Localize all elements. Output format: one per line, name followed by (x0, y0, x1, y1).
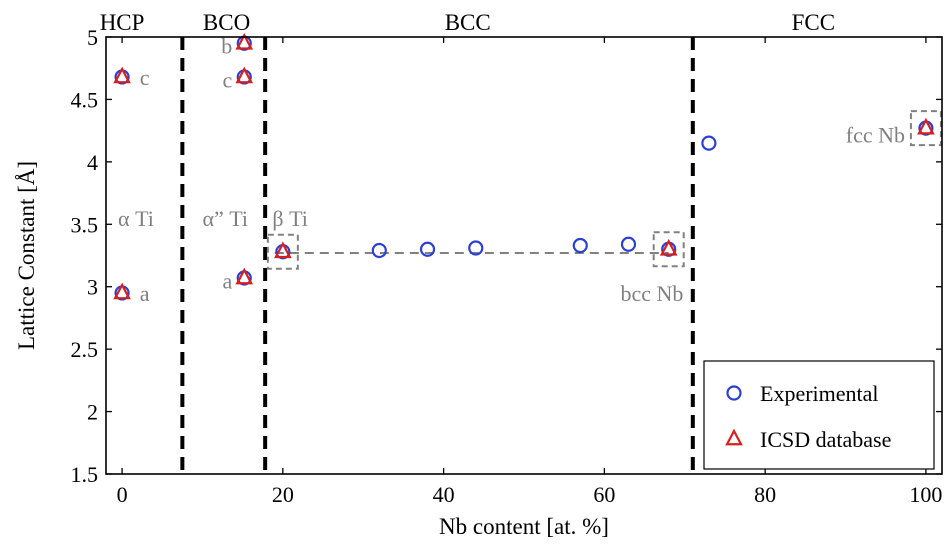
experimental-point (468, 240, 484, 256)
phase-labels: HCP BCO BCC FCC (100, 10, 835, 35)
y-tick-label: 4.5 (71, 87, 99, 112)
icsd-point (917, 117, 935, 135)
icsd-point (235, 32, 254, 50)
annotation-label: bcc Nb (620, 281, 683, 306)
icsd-point (113, 66, 131, 84)
y-tick-label: 3 (87, 275, 98, 300)
x-tick-label: 100 (909, 482, 942, 507)
x-tick-label: 20 (272, 482, 294, 507)
icsd-point (235, 66, 254, 84)
highlight-box (652, 231, 685, 268)
annotation-label: β Ti (272, 206, 307, 231)
y-tick-label: 1.5 (71, 462, 99, 487)
icsd-point (274, 241, 292, 259)
phase-boundaries (180, 37, 695, 474)
x-tick-label: 0 (117, 482, 128, 507)
annotation-label: c (140, 65, 150, 90)
experimental-point (572, 237, 588, 254)
y-tick-label: 2.5 (71, 337, 99, 362)
icsd-point (659, 238, 678, 256)
legend: Experimental ICSD database (703, 360, 935, 470)
legend-entry: Experimental (760, 381, 879, 406)
highlight-box (909, 110, 942, 147)
legend-marker-experimental (726, 385, 742, 401)
x-axis-label: Nb content [at. %] (439, 514, 609, 539)
phase-label: FCC (792, 10, 835, 35)
plot-frame (105, 36, 943, 475)
x-axis-ticks: 0 20 40 60 80 100 (117, 37, 942, 507)
icsd-point (235, 267, 254, 285)
dashed-boxes (266, 110, 942, 270)
annotation-label: a (222, 268, 232, 293)
legend-entry: ICSD database (760, 427, 891, 452)
y-tick-label: 5 (87, 25, 98, 50)
data-markers (113, 32, 935, 301)
x-tick-label: 60 (593, 482, 615, 507)
annotation-label: c (222, 67, 232, 92)
y-tick-label: 4 (87, 150, 98, 175)
y-tick-label: 2 (87, 400, 98, 425)
phase-label: BCC (445, 10, 491, 35)
icsd-point (113, 282, 131, 300)
legend-box (703, 360, 935, 470)
phase-label: HCP (100, 10, 145, 35)
y-axis-ticks: 1.5 2 2.5 3 3.5 4 4.5 5 (71, 25, 942, 487)
annotation-label: a (140, 281, 150, 306)
annotation-label: α” Ti (202, 206, 248, 231)
y-tick-label: 3.5 (71, 212, 99, 237)
experimental-point (419, 241, 436, 257)
annotation-label: α Ti (118, 206, 154, 231)
highlight-box (266, 233, 299, 270)
legend-marker-icsd (725, 428, 743, 446)
x-tick-label: 40 (433, 482, 455, 507)
y-axis-label: Lattice Constant [Å] (14, 161, 39, 350)
experimental-point (701, 135, 717, 151)
phase-label: BCO (203, 10, 250, 35)
annotation-label: fcc Nb (846, 122, 905, 147)
experimental-point (620, 236, 637, 252)
x-tick-label: 80 (754, 482, 776, 507)
experimental-point (371, 242, 387, 259)
annotation-label: b (221, 34, 232, 59)
